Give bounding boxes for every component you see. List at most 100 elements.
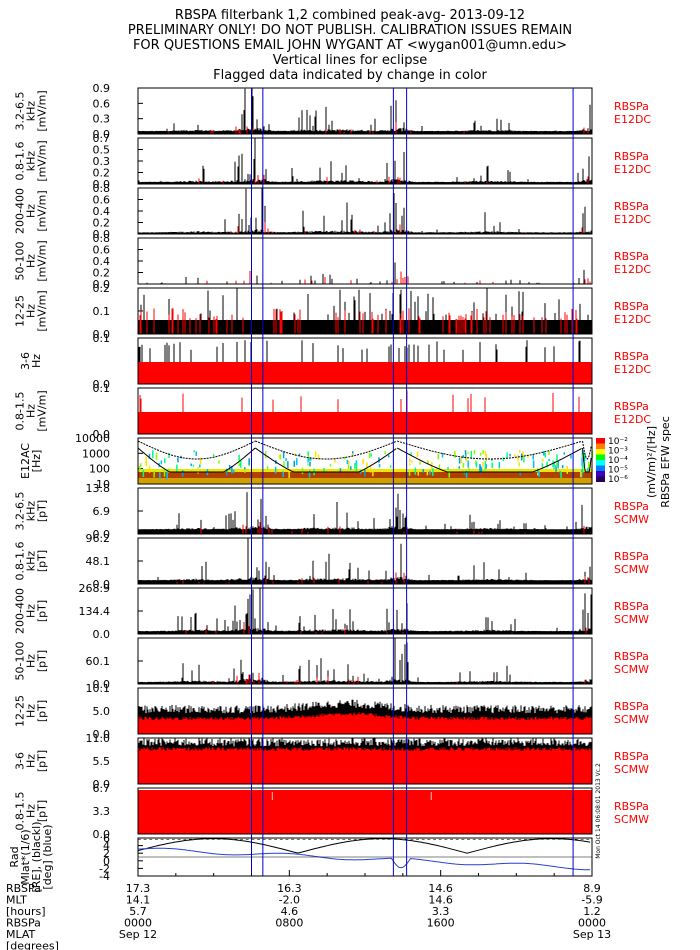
title-line-5: Flagged data indicated by change in colo… [213, 68, 487, 83]
spec-pixel [195, 451, 197, 456]
spec-pixel [475, 462, 478, 468]
panel-orbit-ylabel: Mlat*(1/6) [19, 829, 32, 884]
spec-pixel [366, 462, 368, 469]
spec-pixel [467, 460, 469, 468]
panel-b2-data [137, 538, 592, 584]
spec-pixel [192, 464, 195, 467]
spec-pixel [288, 470, 290, 479]
ytick-label: 0.0 [93, 228, 111, 241]
panel-e4-ylabel: 50-100 [14, 242, 27, 281]
spec-pixel [197, 467, 199, 474]
spec-pixel [282, 451, 285, 459]
spec-pixel [347, 464, 350, 469]
spec-pixel [560, 471, 562, 479]
ytick-label: 0.0 [93, 728, 111, 741]
spec-pixel [470, 450, 473, 459]
panel-b6-flagged [137, 747, 592, 784]
spec-pixel [557, 460, 559, 469]
spec-pixel [556, 463, 558, 467]
panel-e1-trace [137, 88, 592, 134]
spec-pixel [355, 460, 358, 466]
spec-pixel [447, 467, 449, 470]
spec-pixel [548, 451, 550, 455]
panel-b6-ylabel: Hz [25, 754, 38, 768]
spec-pixel [298, 453, 301, 456]
panel-e7-ylabel: 0.8-1.5 [14, 392, 27, 431]
spec-pixel [153, 470, 155, 478]
ytick-label: 0.9 [93, 82, 111, 95]
spec-pixel [519, 450, 521, 453]
spec-pixel [527, 454, 529, 458]
ytick-label: 1000 [82, 447, 110, 460]
panel-b1-ylabel: kHz [25, 501, 38, 522]
panel-b6-ylabel: [pT] [36, 750, 49, 772]
spec-pixel [148, 465, 151, 473]
spec-pixel [283, 461, 285, 467]
ytick-label: 0.8 [93, 182, 111, 195]
spec-pixel [372, 471, 374, 477]
spec-pixel [484, 467, 486, 472]
ytick-label: 0.4 [93, 255, 111, 268]
panel-b2-ylabel: 0.8-1.6 [14, 542, 27, 581]
spec-colorbar: 10⁻²10⁻³10⁻⁴10⁻⁵10⁻⁶ (mV/m)²/[Hz] RBSPa EF… [596, 416, 672, 508]
panel-e2-trace [137, 138, 592, 184]
panel-b4-ylabel: Hz [25, 654, 38, 668]
spec-pixel [307, 457, 309, 463]
ephemeris-value: -5.9 [581, 894, 602, 907]
colorbar-label: 10⁻⁵ [608, 466, 628, 476]
spec-pixel [388, 454, 390, 458]
ytick-label: 3.3 [93, 805, 111, 818]
spec-curve-lower [582, 447, 592, 473]
colorbar-swatch [596, 443, 605, 449]
ephemeris-value: 14.6 [428, 882, 453, 895]
spec-pixel [346, 459, 349, 465]
colorbar-units: (mV/m)²/[Hz] [645, 426, 658, 498]
spec-pixel [301, 467, 304, 475]
spec-pixel [473, 450, 476, 455]
spec-pixel [587, 467, 589, 473]
panel-e5-ylabel: 12-25 [14, 295, 27, 327]
spec-pixel [364, 469, 366, 477]
panel-e4-ylabel: Hz [25, 254, 38, 268]
spec-pixel [581, 450, 584, 459]
spec-pixel [566, 466, 568, 474]
colorbar-label: 10⁻² [608, 437, 628, 447]
spec-pixel [350, 466, 352, 470]
panel-b7-ylabel: 0.8-1.5 [14, 792, 27, 831]
spec-pixel [279, 454, 282, 460]
colorbar-swatch [596, 454, 605, 460]
instrument-label: E12DC [614, 313, 651, 326]
instrument-label: E12DC [614, 113, 651, 126]
panel-orbit-data [137, 838, 592, 871]
ephemeris-row-label: RBSPa [6, 917, 41, 930]
panel-b2-ylabel: [pT] [36, 550, 49, 572]
spec-pixel [177, 457, 179, 463]
title-line-3: FOR QUESTIONS EMAIL JOHN WYGANT AT <wyga… [132, 38, 568, 53]
ephemeris-value: 8.9 [583, 882, 601, 895]
spec-pixel [548, 459, 550, 462]
spec-pixel [348, 460, 350, 464]
panel-e7-ylabel: [mV/m] [36, 390, 49, 431]
ytick-label: 11.0 [86, 732, 111, 745]
spec-pixel [238, 462, 240, 466]
spec-pixel [370, 453, 372, 457]
panel-orbit-ylabel: [RE], (blackl) [30, 821, 43, 892]
panel-spec-data [137, 440, 594, 484]
panel-b3-trace [137, 588, 592, 634]
panel-e2-ylabel: [mV/m] [36, 140, 49, 181]
colorbar-title: RBSPa EFW spec [659, 416, 672, 508]
panel-b5-ylabel: Hz [25, 704, 38, 718]
spec-pixel [417, 469, 419, 476]
spec-pixel [285, 458, 287, 462]
panel-b5-frame [137, 687, 593, 735]
ytick-label: 10000 [75, 432, 110, 445]
panel-b1-ylabel: [pT] [36, 500, 49, 522]
ytick-label: 0.1 [93, 332, 111, 345]
ytick-label: 0.6 [93, 194, 111, 207]
panel-e4-trace [146, 262, 585, 284]
panel-e4-data [146, 262, 591, 284]
ephemeris-row-label: RBSPa [6, 882, 41, 895]
